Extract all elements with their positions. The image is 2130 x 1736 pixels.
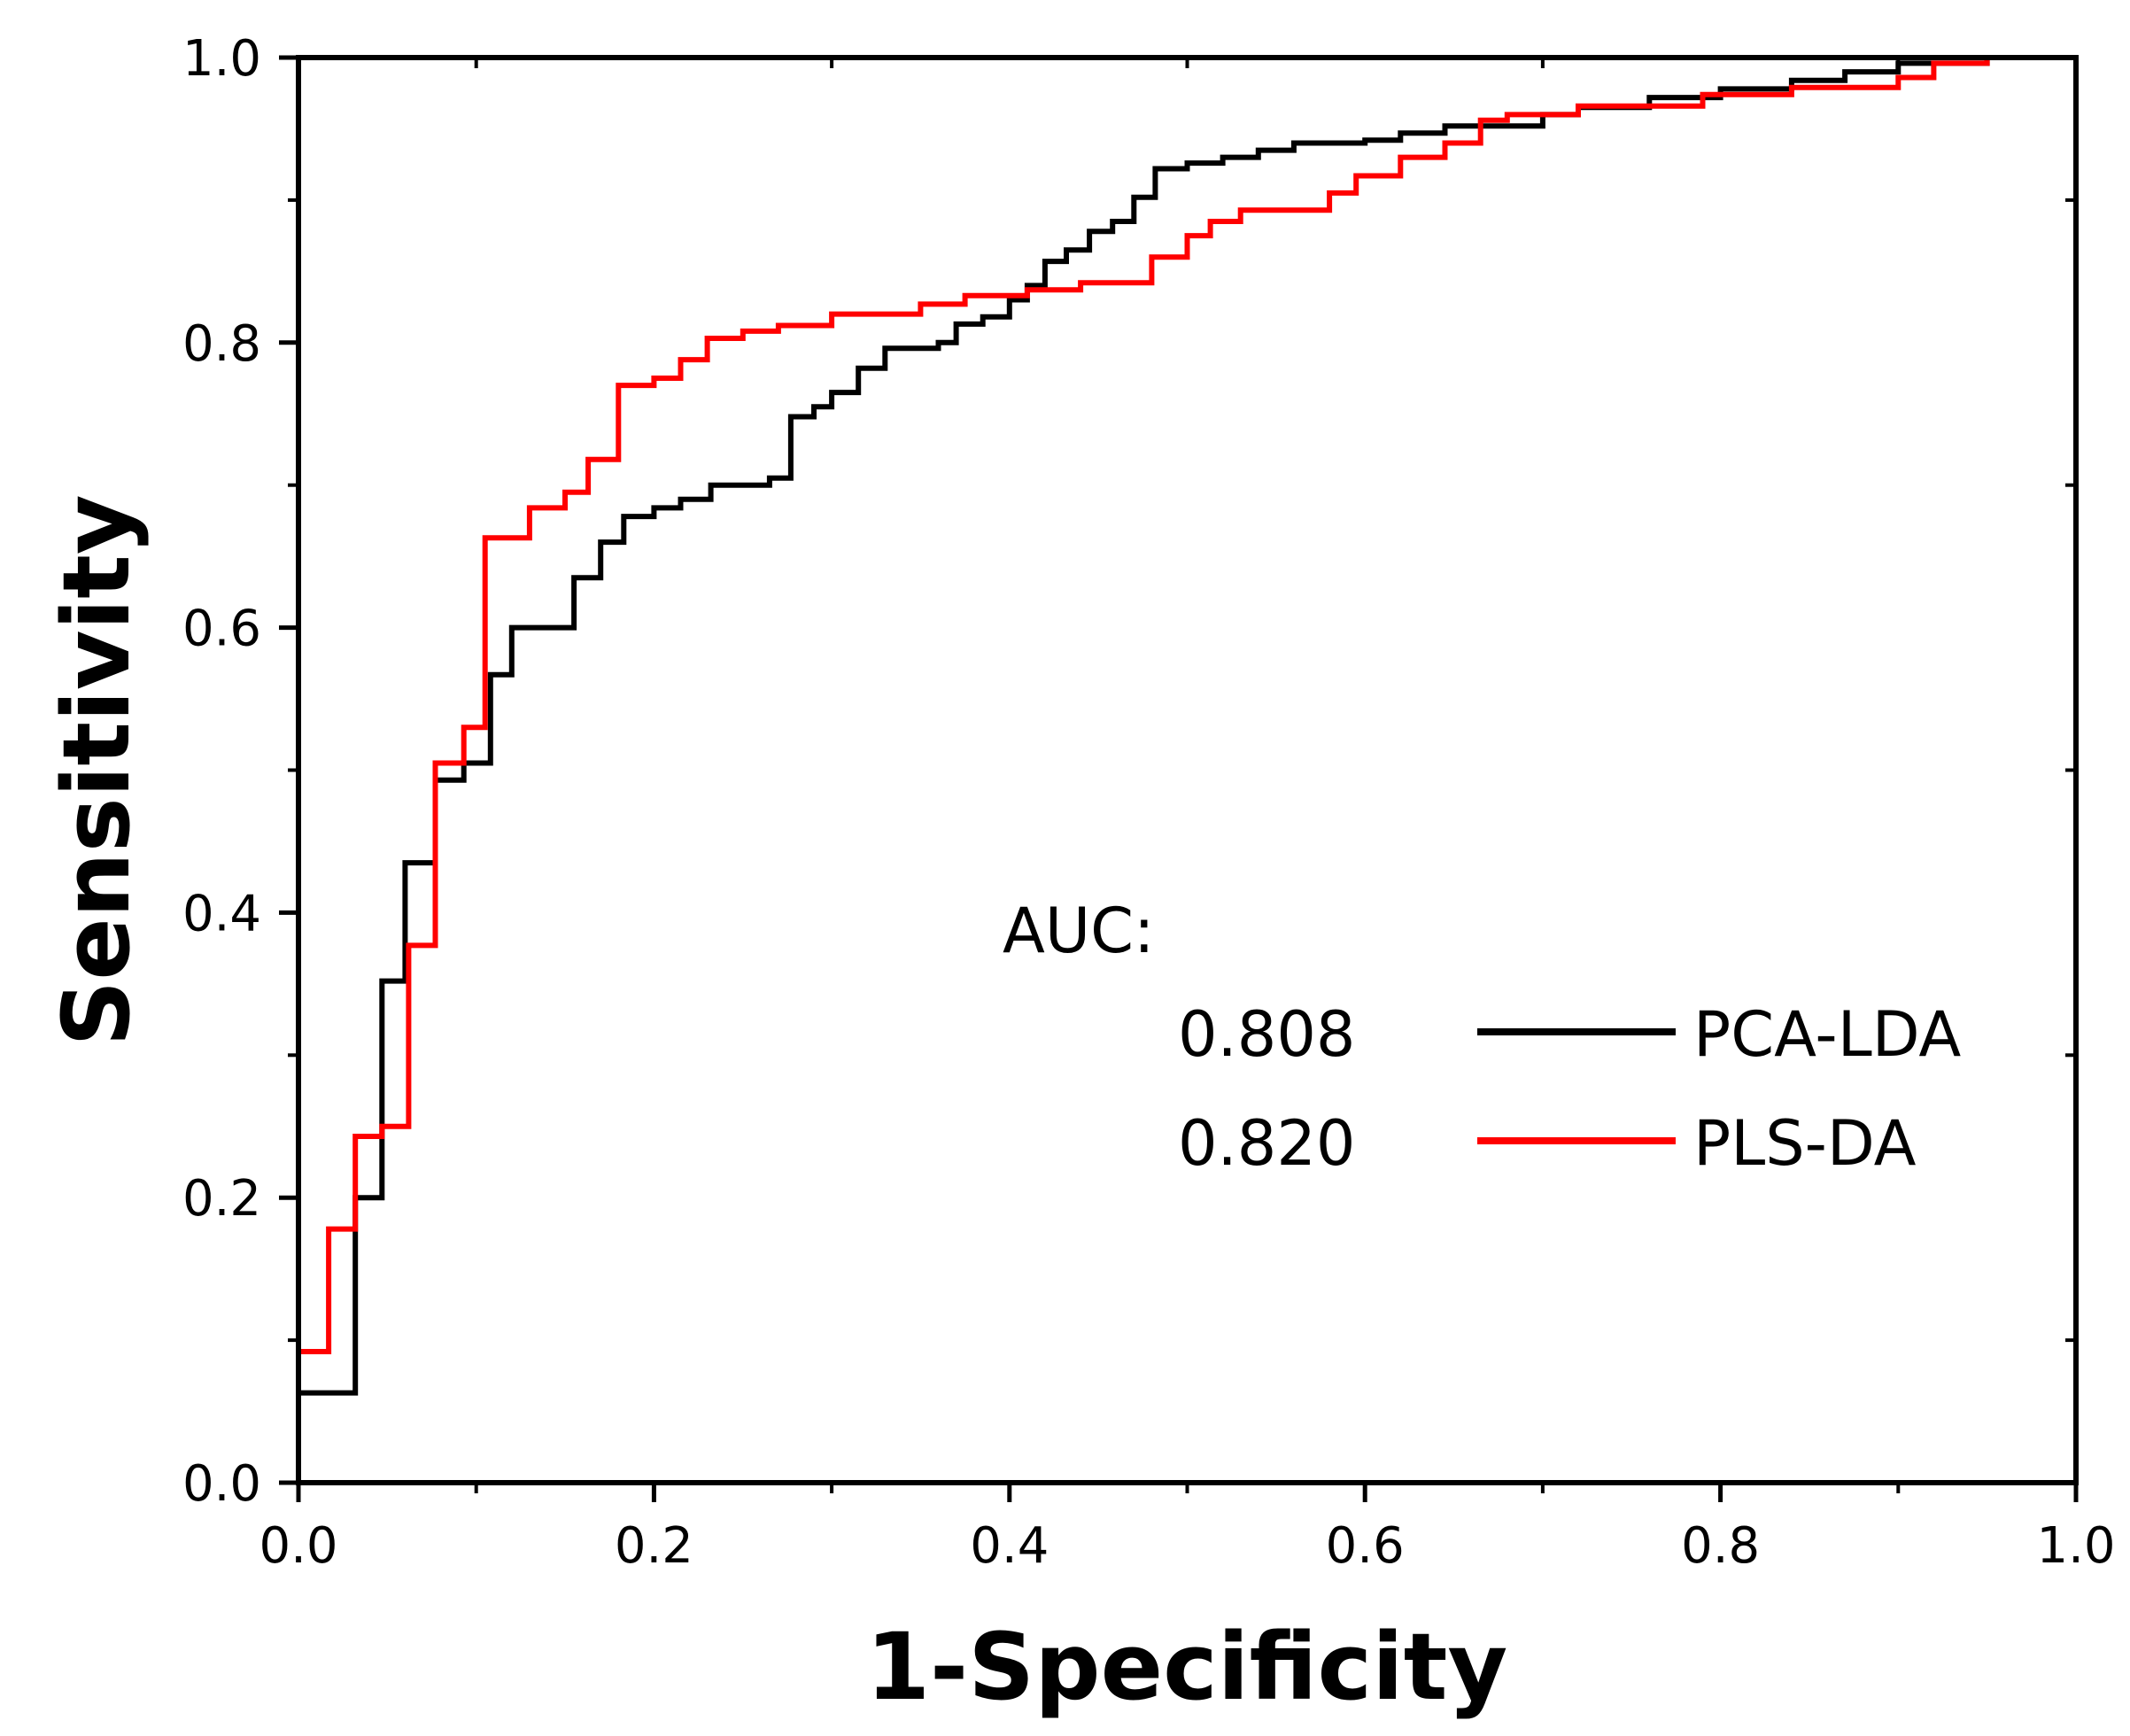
legend-auc-header: AUC: (1003, 895, 1155, 967)
minor-ticks (288, 58, 2076, 1493)
y-tick-label-0: 0.0 (182, 1455, 261, 1513)
legend-label-pls-da: PLS-DA (1693, 1107, 1917, 1180)
plot-frame (296, 55, 2079, 1485)
legend-auc-value-pls-da: 0.820 (1178, 1107, 1355, 1180)
y-tick-label-5: 1.0 (182, 30, 261, 88)
x-tick-label-0: 0.0 (259, 1517, 337, 1575)
series-line-pca-lda (296, 55, 2076, 1483)
y-tick-label-1: 0.2 (182, 1170, 261, 1228)
major-ticks (279, 55, 2079, 1502)
legend-auc-value-pca-lda: 0.808 (1178, 998, 1355, 1071)
x-tick-label-3: 0.6 (1326, 1517, 1405, 1575)
y-tick-label-4: 0.8 (182, 315, 261, 373)
x-tick-label-1: 0.2 (615, 1517, 693, 1575)
x-tick-labels: 0.0 0.2 0.4 0.6 0.8 1.0 (259, 1517, 2115, 1575)
y-tick-label-3: 0.6 (182, 601, 261, 658)
series-lines (296, 55, 2076, 1483)
x-tick-label-5: 1.0 (2036, 1517, 2115, 1575)
x-tick-label-4: 0.8 (1681, 1517, 1760, 1575)
legend-label-pca-lda: PCA-LDA (1693, 998, 1961, 1071)
y-tick-label-2: 0.4 (182, 885, 261, 942)
y-axis-title: Sensitivity (43, 494, 151, 1046)
y-tick-labels: 0.0 0.2 0.4 0.6 0.8 1.0 (182, 30, 261, 1513)
legend: AUC: 0.808 PCA-LDA 0.820 PLS-DA (1003, 895, 1961, 1180)
x-tick-label-2: 0.4 (970, 1517, 1049, 1575)
x-axis-title: 1-Specificity (866, 1613, 1508, 1721)
series-line-pls-da (296, 55, 2076, 1483)
